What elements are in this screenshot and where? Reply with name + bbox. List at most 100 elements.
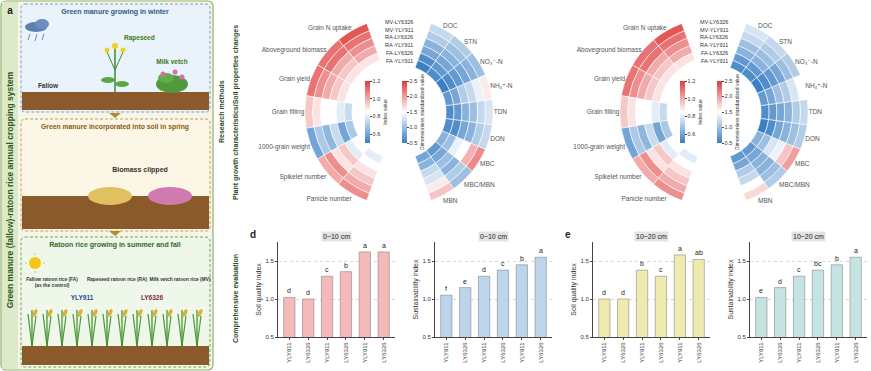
svg-text:Grain N uptake: Grain N uptake: [308, 24, 352, 32]
svg-text:ab: ab: [695, 249, 703, 256]
svg-text:Grain N uptake: Grain N uptake: [623, 24, 667, 32]
svg-text:Spikelet number: Spikelet number: [279, 173, 327, 181]
svg-text:FA-LY6326: FA-LY6326: [386, 50, 413, 56]
svg-text:LY6326: LY6326: [381, 342, 387, 363]
svg-text:b: b: [520, 255, 524, 262]
svg-text:Green manure incorporated into: Green manure incorporated into soil in s…: [41, 123, 189, 131]
svg-text:a: a: [7, 5, 13, 16]
svg-text:Index value: Index value: [697, 99, 703, 125]
svg-text:Dimensionless standardized val: Dimensionless standardized value: [734, 74, 740, 150]
svg-text:FA-YLY911: FA-YLY911: [386, 58, 413, 64]
svg-text:MBC/MBN: MBC/MBN: [779, 181, 810, 188]
svg-text:RA-LY6326: RA-LY6326: [385, 34, 413, 40]
svg-text:10~20 cm: 10~20 cm: [793, 233, 824, 240]
svg-text:1.5: 1.5: [725, 109, 733, 115]
svg-text:Grain filling: Grain filling: [272, 108, 305, 116]
svg-text:1.2: 1.2: [688, 78, 696, 84]
svg-text:DON: DON: [490, 135, 505, 142]
svg-text:YLY911: YLY911: [601, 342, 607, 363]
svg-text:YLY911: YLY911: [519, 342, 525, 363]
svg-text:d: d: [306, 289, 310, 296]
svg-text:MV-YLY911: MV-YLY911: [700, 27, 729, 33]
svg-text:LY6326: LY6326: [853, 342, 859, 363]
svg-text:0.5: 0.5: [422, 334, 431, 340]
svg-text:MBC/MBN: MBC/MBN: [464, 181, 495, 188]
svg-text:MBN: MBN: [443, 197, 458, 204]
svg-text:a: a: [382, 242, 386, 249]
svg-text:FA-LY6326: FA-LY6326: [701, 50, 728, 56]
svg-text:1.2: 1.2: [373, 78, 381, 84]
svg-text:YLY911: YLY911: [796, 342, 802, 363]
svg-text:Milk vetch: Milk vetch: [156, 58, 187, 65]
svg-text:LY6326: LY6326: [538, 342, 544, 363]
svg-text:1.5: 1.5: [410, 109, 418, 115]
svg-text:LY6326: LY6326: [343, 342, 349, 363]
svg-text:0~10 cm: 0~10 cm: [480, 233, 507, 240]
svg-text:1000-grain weight: 1000-grain weight: [258, 143, 310, 151]
svg-text:DOC: DOC: [443, 22, 458, 29]
svg-text:LY6326: LY6326: [658, 342, 664, 363]
svg-text:NH₄⁺-N: NH₄⁺-N: [805, 82, 828, 89]
svg-text:YLY911: YLY911: [362, 342, 368, 363]
svg-text:2.0: 2.0: [725, 93, 733, 99]
svg-text:LY6326: LY6326: [777, 342, 783, 363]
svg-text:1.5: 1.5: [580, 258, 589, 264]
svg-text:LY6326: LY6326: [620, 342, 626, 363]
svg-text:Spikelet number: Spikelet number: [594, 173, 642, 181]
svg-text:d: d: [482, 266, 486, 273]
svg-text:Biomass clipped: Biomass clipped: [112, 166, 168, 174]
svg-text:Fallow: Fallow: [38, 82, 59, 89]
svg-text:d: d: [287, 287, 291, 294]
svg-text:LY6326: LY6326: [696, 342, 702, 363]
svg-text:0.5: 0.5: [725, 140, 733, 146]
svg-text:LY6326: LY6326: [500, 342, 506, 363]
svg-text:DON: DON: [805, 135, 820, 142]
svg-text:c: c: [325, 266, 329, 273]
svg-text:YLY911: YLY911: [286, 342, 292, 363]
svg-text:Green manure growing in winter: Green manure growing in winter: [61, 8, 169, 16]
svg-text:Panicle number: Panicle number: [621, 195, 667, 202]
svg-text:Grain yield: Grain yield: [279, 75, 310, 83]
svg-text:1.0: 1.0: [410, 124, 418, 130]
svg-text:1.0: 1.0: [422, 296, 431, 302]
svg-text:Ratoon rice growing in summer: Ratoon rice growing in summer and fall: [49, 241, 181, 249]
svg-text:Panicle number: Panicle number: [306, 195, 352, 202]
svg-text:Milk vetch ratoon rice (MV): Milk vetch ratoon rice (MV): [149, 277, 210, 282]
svg-text:Soil quality index: Soil quality index: [570, 263, 578, 316]
svg-text:bc: bc: [814, 260, 822, 267]
svg-text:MBC: MBC: [795, 160, 810, 167]
svg-text:0.6: 0.6: [688, 131, 696, 137]
svg-text:1.5: 1.5: [265, 258, 274, 264]
svg-text:Grain filling: Grain filling: [587, 108, 620, 116]
svg-text:0.8: 0.8: [373, 113, 381, 119]
svg-text:STN: STN: [464, 38, 477, 45]
svg-text:Soil quality index: Soil quality index: [255, 263, 263, 316]
svg-text:d: d: [602, 289, 606, 296]
svg-text:c: c: [659, 266, 663, 273]
svg-text:1.0: 1.0: [580, 296, 589, 302]
svg-text:Rapeseed ratoon rice (RA): Rapeseed ratoon rice (RA): [87, 277, 148, 282]
svg-text:d: d: [250, 229, 256, 240]
svg-text:e: e: [759, 287, 763, 294]
svg-text:1.0: 1.0: [737, 296, 746, 302]
svg-text:MBC: MBC: [480, 160, 495, 167]
svg-text:f: f: [445, 285, 447, 292]
svg-text:YLY911: YLY911: [443, 342, 449, 363]
svg-text:0.5: 0.5: [265, 334, 274, 340]
svg-text:1.0: 1.0: [688, 96, 696, 102]
svg-text:b: b: [640, 260, 644, 267]
svg-text:YLY911: YLY911: [481, 342, 487, 363]
svg-text:a: a: [363, 242, 367, 249]
svg-text:Fallow ratoon rice (FA): Fallow ratoon rice (FA): [26, 277, 78, 282]
svg-text:YLY911: YLY911: [834, 342, 840, 363]
svg-text:e: e: [463, 278, 467, 285]
svg-text:TDN: TDN: [809, 108, 823, 115]
svg-text:a: a: [539, 247, 543, 254]
svg-text:0.5: 0.5: [737, 334, 746, 340]
svg-text:0~10 cm: 0~10 cm: [323, 233, 350, 240]
svg-text:MV-LY6326: MV-LY6326: [700, 19, 728, 25]
svg-text:STN: STN: [779, 38, 792, 45]
svg-text:0.5: 0.5: [410, 140, 418, 146]
svg-text:0.6: 0.6: [373, 131, 381, 137]
svg-text:Green manure (fallow)-ratoon r: Green manure (fallow)-ratoon rice annual…: [5, 71, 15, 308]
